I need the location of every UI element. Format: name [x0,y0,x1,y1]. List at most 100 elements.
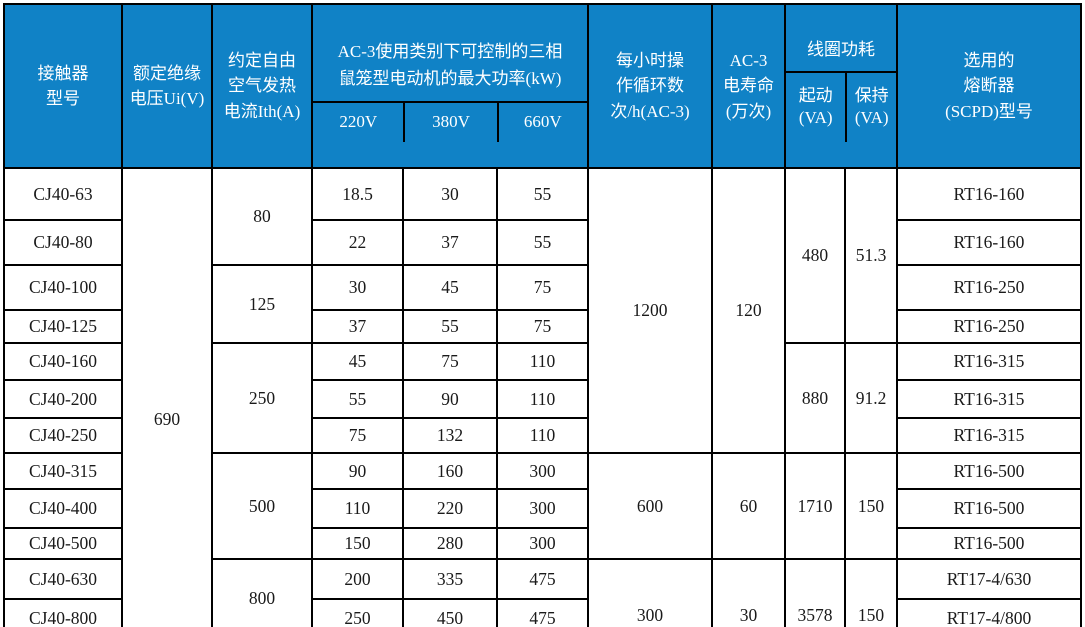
ac3-power-subheader-row: 220V 380V 660V [313,102,587,142]
col-header-660v: 660V [496,102,587,142]
cell-electrical-life: 30 [711,558,786,627]
col-header-model: 接触器 型号 [3,3,123,169]
cell-model: CJ40-315 [3,452,123,490]
cell-insulation-voltage: 690 [121,167,213,627]
cell-power-660: 75 [496,264,589,311]
cell-power-380: 45 [402,264,498,311]
cell-thermal-current: 80 [211,167,313,266]
cell-fuse: RT16-160 [896,219,1082,266]
col-header-coil-power-group: 线圈功耗 起动 (VA) 保持 (VA) [784,3,898,169]
cell-electrical-life: 120 [711,167,786,454]
cell-model: CJ40-630 [3,558,123,600]
cell-model: CJ40-125 [3,309,123,344]
cell-power-220: 150 [311,527,404,560]
cell-fuse: RT16-315 [896,417,1082,454]
cell-fuse: RT17-4/800 [896,598,1082,627]
table-row: CJ40-63 690 80 18.5 30 55 1200 120 480 5… [3,167,1082,627]
cell-cycles-per-hour: 600 [587,452,713,560]
cell-power-220: 22 [311,219,404,266]
table-row: CJ40-400 110 220 300 RT16-500 [3,488,1082,529]
col-header-cycles-per-hour: 每小时操 作循环数 次/h(AC-3) [587,3,713,169]
cell-coil-hold: 91.2 [844,342,898,454]
cell-fuse: RT17-4/630 [896,558,1082,600]
cell-power-220: 37 [311,309,404,344]
cell-power-660: 300 [496,488,589,529]
cell-power-220: 30 [311,264,404,311]
header-row: 接触器 型号 额定绝缘 电压Ui(V) 约定自由 空气发热 电流Ith(A) A… [3,3,1082,169]
cell-power-380: 55 [402,309,498,344]
cell-power-380: 75 [402,342,498,381]
cell-power-220: 90 [311,452,404,490]
cell-coil-pickup: 1710 [784,452,846,560]
cell-power-380: 450 [402,598,498,627]
cell-power-660: 475 [496,598,589,627]
cell-power-380: 160 [402,452,498,490]
cell-thermal-current: 800 [211,558,313,627]
col-header-electrical-life: AC-3 电寿命 (万次) [711,3,786,169]
cell-power-220: 55 [311,379,404,419]
cell-power-220: 200 [311,558,404,600]
table-row: CJ40-800 250 450 475 RT17-4/800 [3,598,1082,627]
col-header-ac3-power-group: AC-3使用类别下可控制的三相 鼠笼型电动机的最大功率(kW) 220V 380… [311,3,589,169]
cell-coil-pickup: 480 [784,167,846,344]
cell-power-380: 30 [402,167,498,221]
cell-coil-hold: 51.3 [844,167,898,344]
cell-power-380: 335 [402,558,498,600]
cell-power-380: 220 [402,488,498,529]
table-row: CJ40-160 250 45 75 110 880 91.2 RT16-315 [3,342,1082,454]
table-row: CJ40-500 150 280 300 RT16-500 [3,527,1082,560]
coil-power-subheader-row: 起动 (VA) 保持 (VA) [786,72,896,142]
cell-power-660: 75 [496,309,589,344]
cell-fuse: RT16-500 [896,488,1082,529]
cell-power-380: 37 [402,219,498,266]
cell-fuse: RT16-500 [896,527,1082,560]
cell-fuse: RT16-500 [896,452,1082,490]
contactor-spec-table: 接触器 型号 额定绝缘 电压Ui(V) 约定自由 空气发热 电流Ith(A) A… [3,3,1082,627]
col-header-fuse: 选用的 熔断器 (SCPD)型号 [896,3,1082,169]
cell-model: CJ40-80 [3,219,123,266]
col-header-coil-hold: 保持 (VA) [845,72,896,142]
cell-power-660: 300 [496,527,589,560]
cell-power-660: 55 [496,219,589,266]
cell-thermal-current: 250 [211,342,313,454]
cell-thermal-current: 125 [211,264,313,344]
cell-model: CJ40-200 [3,379,123,419]
cell-power-380: 90 [402,379,498,419]
table-row: CJ40-630 800 200 335 475 300 30 3578 150… [3,558,1082,627]
cell-power-220: 110 [311,488,404,529]
table-row: CJ40-125 37 55 75 RT16-250 [3,309,1082,344]
col-header-insulation-voltage: 额定绝缘 电压Ui(V) [121,3,213,169]
cell-model: CJ40-500 [3,527,123,560]
col-header-380v: 380V [403,102,496,142]
cell-fuse: RT16-250 [896,309,1082,344]
cell-power-660: 300 [496,452,589,490]
cell-power-380: 280 [402,527,498,560]
col-header-coil-pickup: 起动 (VA) [798,85,833,127]
cell-thermal-current: 500 [211,452,313,560]
cell-model: CJ40-160 [3,342,123,381]
cell-model: CJ40-100 [3,264,123,311]
cell-coil-hold: 150 [844,452,898,560]
coil-power-group-wrap: 线圈功耗 起动 (VA) 保持 (VA) [786,31,896,142]
ac3-power-group-label: AC-3使用类别下可控制的三相 鼠笼型电动机的最大功率(kW) [313,31,587,103]
cell-model: CJ40-250 [3,417,123,454]
cell-power-220: 18.5 [311,167,404,221]
cell-power-220: 75 [311,417,404,454]
cell-power-380: 132 [402,417,498,454]
coil-power-group-label: 线圈功耗 [786,31,896,73]
table-row: CJ40-80 22 37 55 RT16-160 [3,219,1082,266]
cell-coil-pickup: 880 [784,342,846,454]
table-row: CJ40-315 500 90 160 300 600 60 1710 150 … [3,452,1082,560]
cell-fuse: RT16-315 [896,379,1082,419]
cell-power-660: 110 [496,342,589,381]
cell-power-220: 250 [311,598,404,627]
col-header-220v: 220V [339,111,378,131]
cell-fuse: RT16-315 [896,342,1082,381]
cell-model: CJ40-800 [3,598,123,627]
cell-coil-hold: 150 [844,558,898,627]
ac3-power-group-wrap: AC-3使用类别下可控制的三相 鼠笼型电动机的最大功率(kW) 220V 380… [313,31,587,142]
table-row: CJ40-200 55 90 110 RT16-315 [3,379,1082,419]
cell-fuse: RT16-250 [896,264,1082,311]
cell-electrical-life: 60 [711,452,786,560]
cell-power-660: 475 [496,558,589,600]
